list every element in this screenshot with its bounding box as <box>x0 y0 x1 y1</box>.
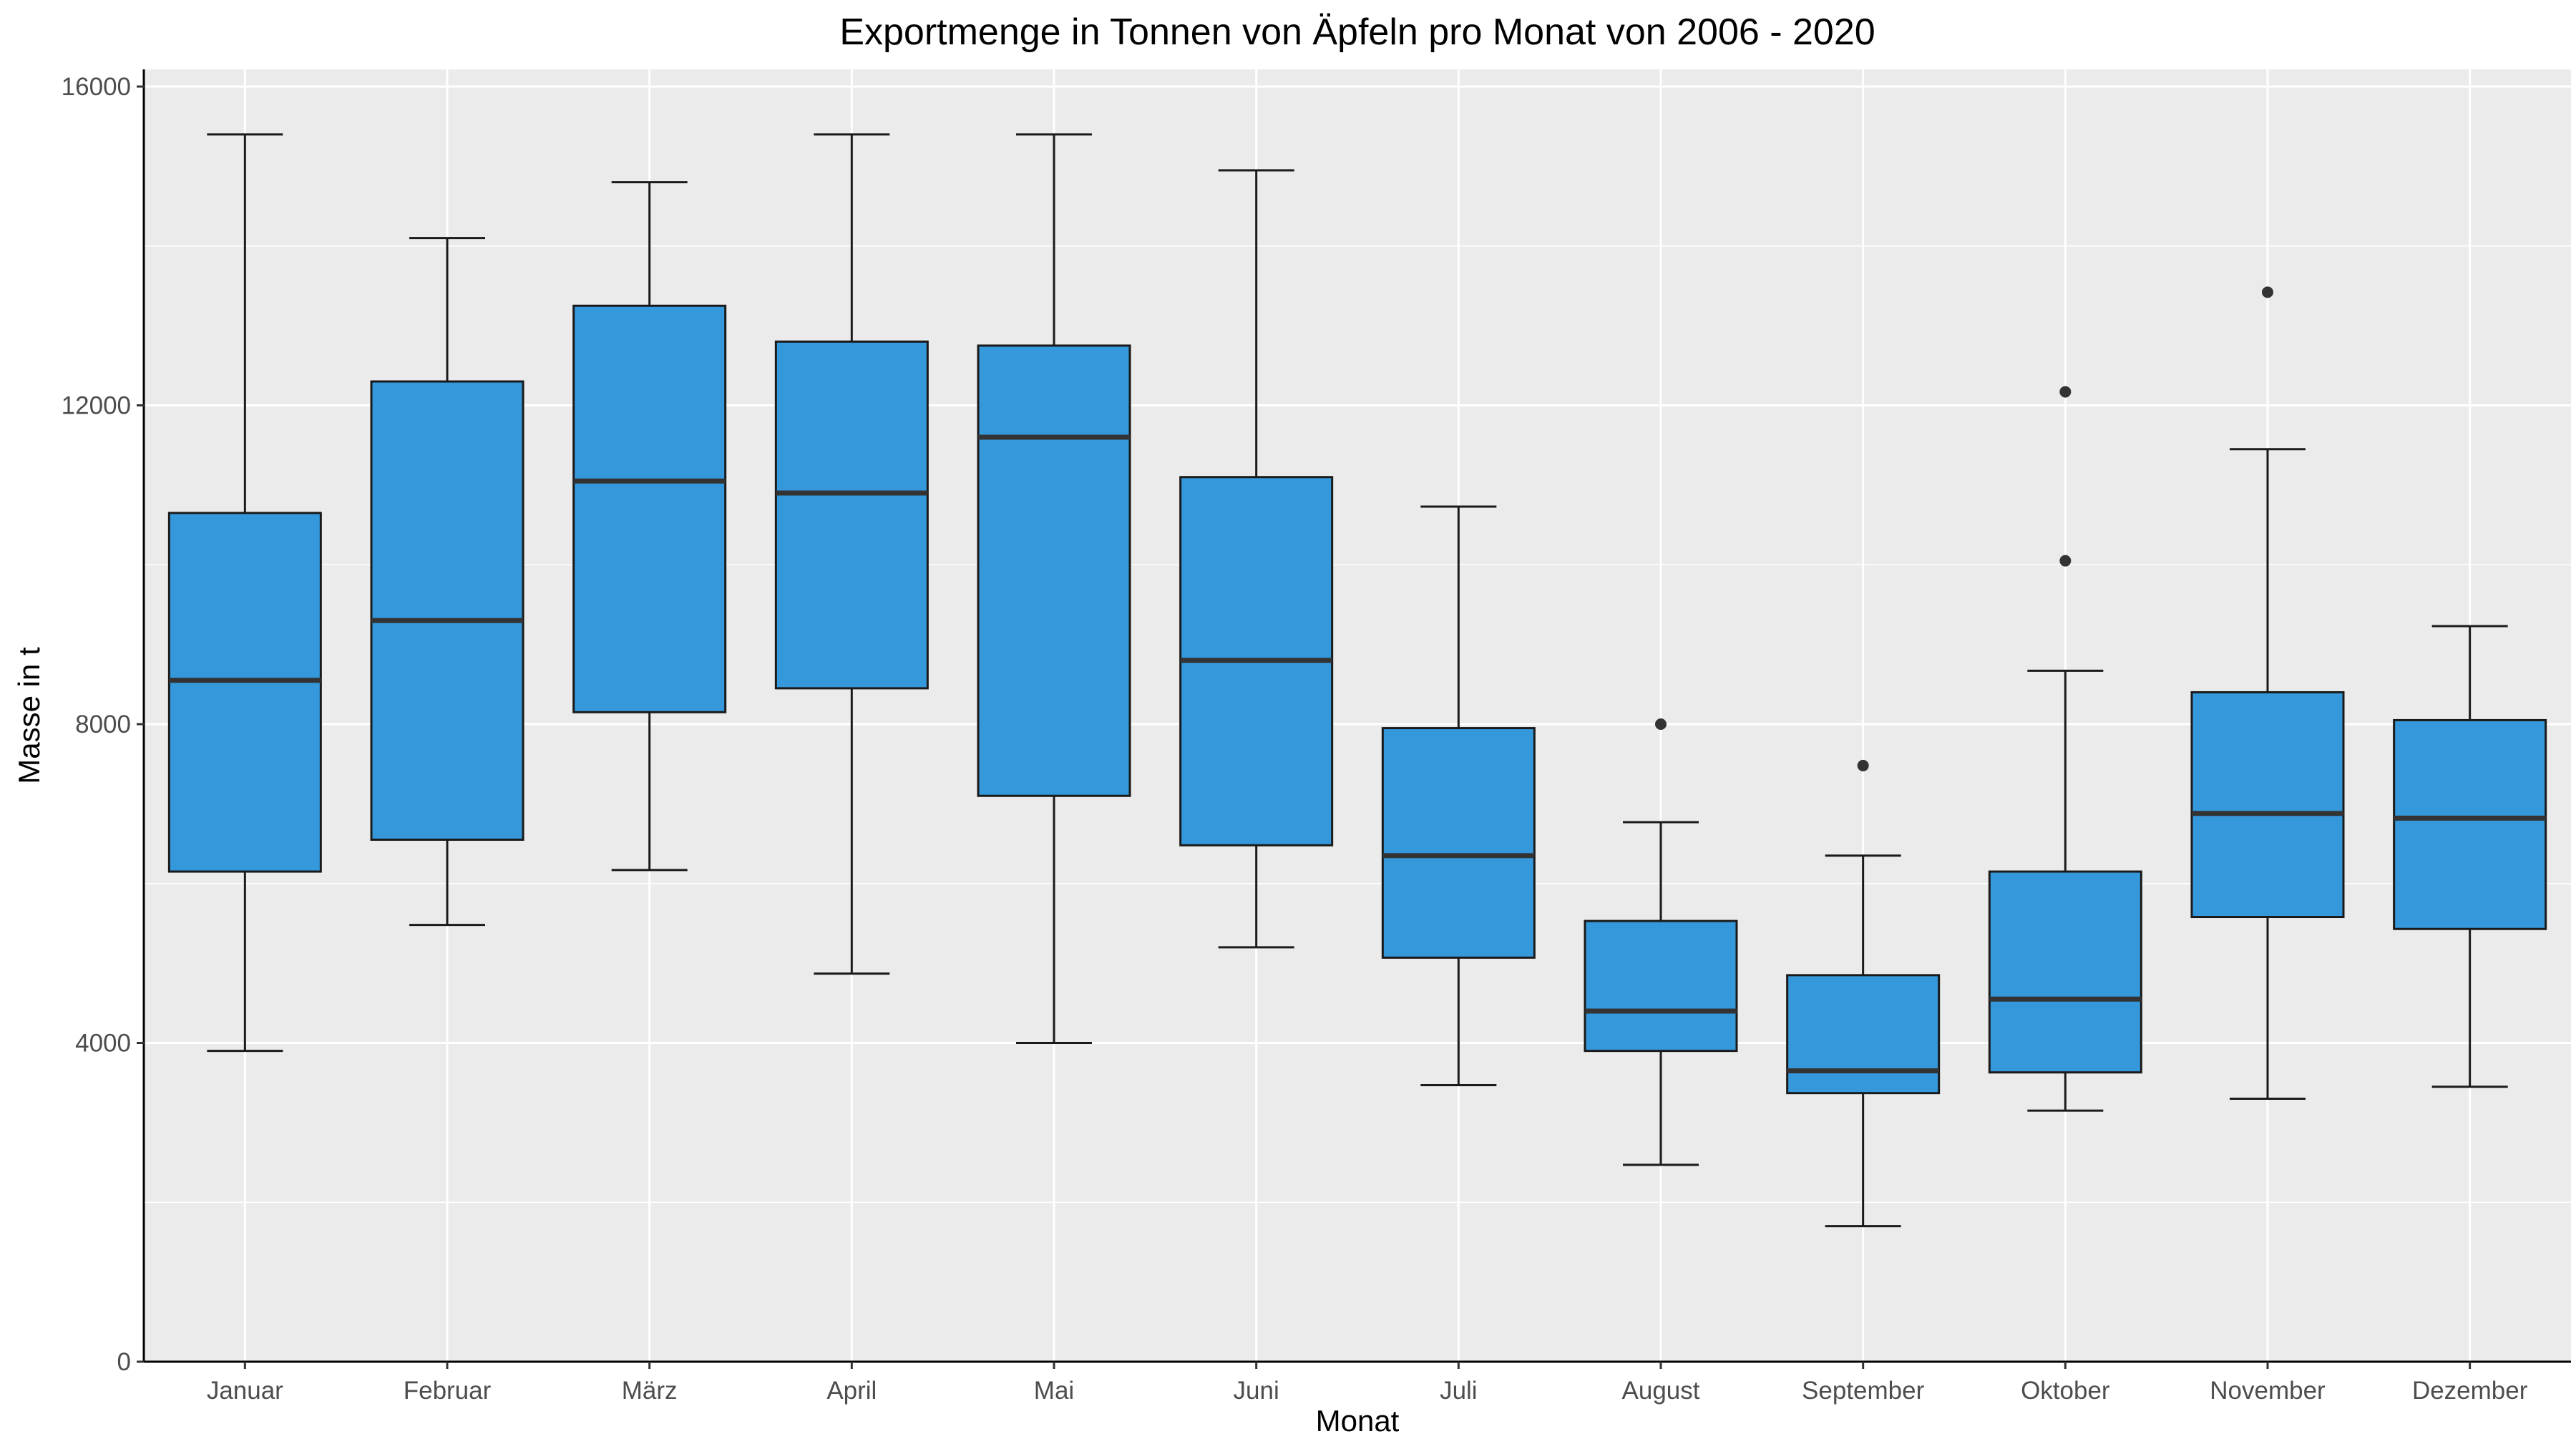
x-tick-label: Juli <box>1440 1377 1478 1405</box>
box-märz <box>572 181 727 872</box>
y-axis-title: Masse in t <box>12 647 46 784</box>
boxes <box>167 133 2547 1228</box>
iqr-box <box>1584 919 1738 1053</box>
iqr-box <box>1988 870 2142 1074</box>
chart-title: Exportmenge in Tonnen von Äpfeln pro Mon… <box>839 11 1875 53</box>
iqr-box <box>370 380 525 841</box>
iqr-box <box>774 340 929 690</box>
box-juli <box>1381 505 1536 1087</box>
box-mai <box>977 133 1131 1044</box>
iqr-box <box>167 512 322 873</box>
x-axis-title: Monat <box>1316 1404 1400 1438</box>
x-tick-label: Juni <box>1234 1377 1279 1405</box>
box-oktober <box>1988 386 2142 1112</box>
iqr-box <box>1381 727 1536 959</box>
minor-gridlines <box>144 245 2571 1203</box>
y-tick-label: 8000 <box>75 711 131 738</box>
outlier-point <box>2059 555 2072 567</box>
box-april <box>774 133 929 975</box>
plot-panel <box>144 69 2571 1362</box>
iqr-box <box>977 344 1131 797</box>
y-tick-label: 0 <box>117 1348 131 1376</box>
x-tick-label: Januar <box>207 1377 283 1405</box>
x-tick-label: Februar <box>404 1377 492 1405</box>
box-januar <box>167 133 322 1053</box>
box-juni <box>1179 169 1334 949</box>
iqr-box <box>2190 691 2345 919</box>
box-september <box>1786 759 1941 1228</box>
outlier-point <box>2059 386 2072 398</box>
x-tick-label: April <box>826 1377 877 1405</box>
iqr-box <box>2393 718 2547 930</box>
outlier-point <box>2262 286 2273 298</box>
y-tick-label: 4000 <box>75 1030 131 1058</box>
x-tick-label: November <box>2210 1377 2326 1405</box>
outlier-point <box>1857 759 1869 771</box>
y-axis-ticks: 0 4000 8000 12000 16000 <box>62 73 144 1376</box>
box-august <box>1584 718 1738 1166</box>
box-dezember <box>2393 625 2547 1088</box>
x-tick-label: Oktober <box>2021 1377 2110 1405</box>
x-tick-label: März <box>622 1377 678 1405</box>
outlier-point <box>1655 718 1667 730</box>
x-tick-label: September <box>1802 1377 1925 1405</box>
x-tick-label: Mai <box>1034 1377 1074 1405</box>
y-tick-label: 16000 <box>62 73 131 101</box>
x-axis-ticks: Januar Februar März April Mai Juni Juli August S… <box>207 1362 2528 1405</box>
x-tick-label: August <box>1622 1377 1700 1405</box>
iqr-box <box>572 304 727 713</box>
box-februar <box>370 237 525 927</box>
x-tick-label: Dezember <box>2412 1377 2528 1405</box>
y-tick-label: 12000 <box>62 392 131 420</box>
iqr-box <box>1786 974 1941 1095</box>
box-november <box>2190 286 2345 1100</box>
